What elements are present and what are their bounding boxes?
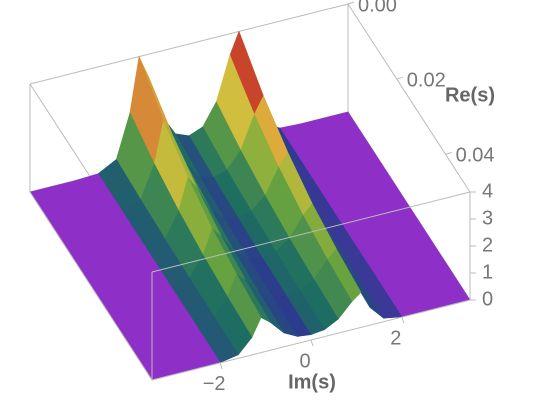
y-tick-label: 0.00	[358, 0, 397, 16]
x-tick	[310, 339, 314, 347]
z-tick-label: 4	[482, 180, 493, 202]
y-tick-label: 0.02	[407, 69, 446, 91]
x-tick-label: 0	[299, 350, 310, 372]
x-tick-label: 2	[390, 327, 401, 349]
z-tick-label: 2	[482, 234, 493, 256]
z-tick-label: 3	[482, 207, 493, 229]
box-edge	[347, 3, 471, 193]
surface	[29, 30, 471, 381]
x-tick-label: −2	[203, 373, 226, 395]
box-edge	[29, 191, 153, 381]
box-front	[29, 1, 476, 381]
x-tick	[219, 362, 223, 370]
y-tick-label: 0.04	[456, 145, 495, 167]
z-tick-label: 0	[482, 288, 493, 310]
z-tick-label: 1	[482, 261, 493, 283]
y-axis-label: Re(s)	[445, 84, 495, 106]
y-tick	[445, 151, 452, 155]
y-tick	[396, 76, 403, 80]
box-edge	[151, 191, 471, 273]
y-tick	[347, 1, 355, 5]
x-axis-label: Im(s)	[288, 371, 336, 393]
x-tick	[401, 316, 405, 324]
box-edge	[29, 3, 349, 85]
